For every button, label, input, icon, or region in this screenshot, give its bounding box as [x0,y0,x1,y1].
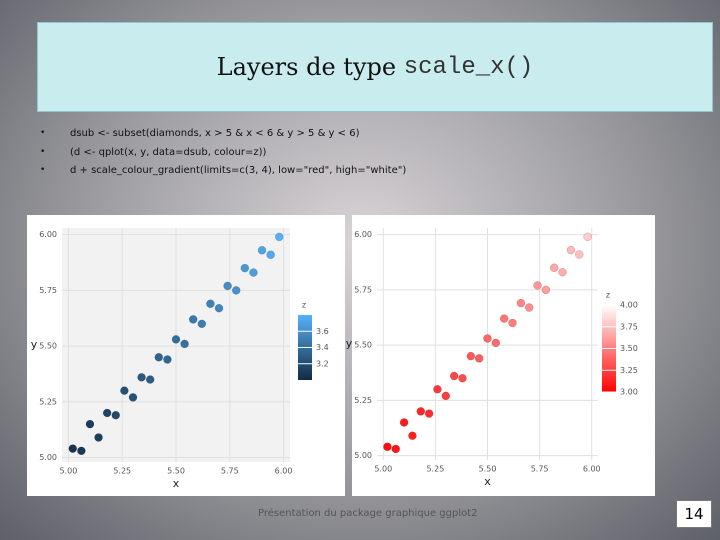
y-axis-label: y [31,338,38,351]
point [558,267,567,277]
y-tick-label: 5.50 [39,342,57,351]
point [508,318,517,328]
y-tick-label: 5.75 [354,285,372,294]
point [128,393,138,402]
title-code: scale_x() [403,53,534,81]
y-axis-label: y [346,337,353,350]
y-tick-label: 6.00 [39,230,57,239]
point [466,351,476,361]
point [249,268,258,277]
title: Layers de type [216,53,404,81]
point [391,444,401,454]
bullet-list: dsub <- subset(diamonds, x > 5 & x < 6 &… [40,128,406,184]
point [102,408,112,418]
point [171,335,181,344]
legend-label: 3.6 [316,327,329,336]
x-tick-label: 5.25 [426,465,444,474]
x-tick-label: 5.50 [167,467,185,476]
x-tick-label: 5.00 [374,465,392,474]
bullet: d + scale_colour_gradient(limits=c(3, 4)… [40,165,406,184]
x-axis-label: x [173,477,180,490]
y-tick-label: 5.25 [39,397,57,406]
point [231,286,241,295]
x-tick-label: 6.00 [583,465,601,474]
x-tick-label: 5.00 [60,467,78,476]
point [223,281,232,291]
bullet: dsub <- subset(diamonds, x > 5 & x < 6 &… [40,128,406,147]
point [154,353,164,362]
point [188,315,198,324]
y-tick-label: 5.00 [354,451,372,460]
point [424,409,434,418]
point [120,386,129,395]
point [574,250,584,259]
x-axis-label: x [484,475,491,488]
point [206,299,215,309]
footer: Présentation du package graphique ggplot… [258,508,478,519]
point [433,385,442,394]
point [524,303,534,312]
point [533,281,542,290]
point [197,319,207,329]
point [566,245,576,255]
point [483,334,492,343]
point [516,298,526,308]
point [416,407,426,416]
y-tick-label: 5.75 [39,286,57,295]
y-tick-label: 5.00 [39,453,57,462]
y-tick-label: 5.50 [354,341,372,350]
point [214,303,224,313]
point [399,418,409,427]
x-tick-label: 5.75 [531,465,549,474]
point [449,371,459,381]
legend-title: z [606,291,610,300]
point [491,338,501,348]
legend-label: 3.50 [620,344,638,353]
bullet: (d <- qplot(x, y, data=dsub, colour=z)) [40,147,406,166]
point [274,232,284,242]
point [408,431,417,440]
point [77,446,86,456]
point [549,263,559,273]
point [94,433,103,442]
legend-label: 3.25 [620,366,638,375]
legend-label: 3.00 [620,388,638,397]
point [111,410,121,420]
point [583,232,592,242]
legend-label: 3.75 [620,322,638,331]
page-number: 14 [676,500,712,528]
legend-label: 3.2 [316,359,329,368]
point [85,419,95,429]
x-tick-label: 5.75 [221,467,239,476]
x-tick-label: 5.50 [479,465,497,474]
point [68,444,78,453]
point [180,339,189,349]
point [163,355,172,364]
point [266,250,275,259]
point [499,314,509,323]
legend-label: 4.00 [620,301,638,310]
point [541,285,551,295]
point [383,442,392,451]
y-tick-label: 5.25 [354,396,372,405]
legend-title: z [302,301,306,310]
title-box: Layers de type scale_x() [37,22,713,112]
x-tick-label: 6.00 [275,467,293,476]
legend-label: 3.4 [316,343,329,352]
point [145,375,155,384]
point [240,263,250,273]
point [474,354,484,363]
x-tick-label: 5.25 [113,467,131,476]
y-tick-label: 6.00 [354,230,372,239]
point [458,373,467,383]
point [257,246,267,255]
point [137,373,146,382]
point [441,391,451,401]
